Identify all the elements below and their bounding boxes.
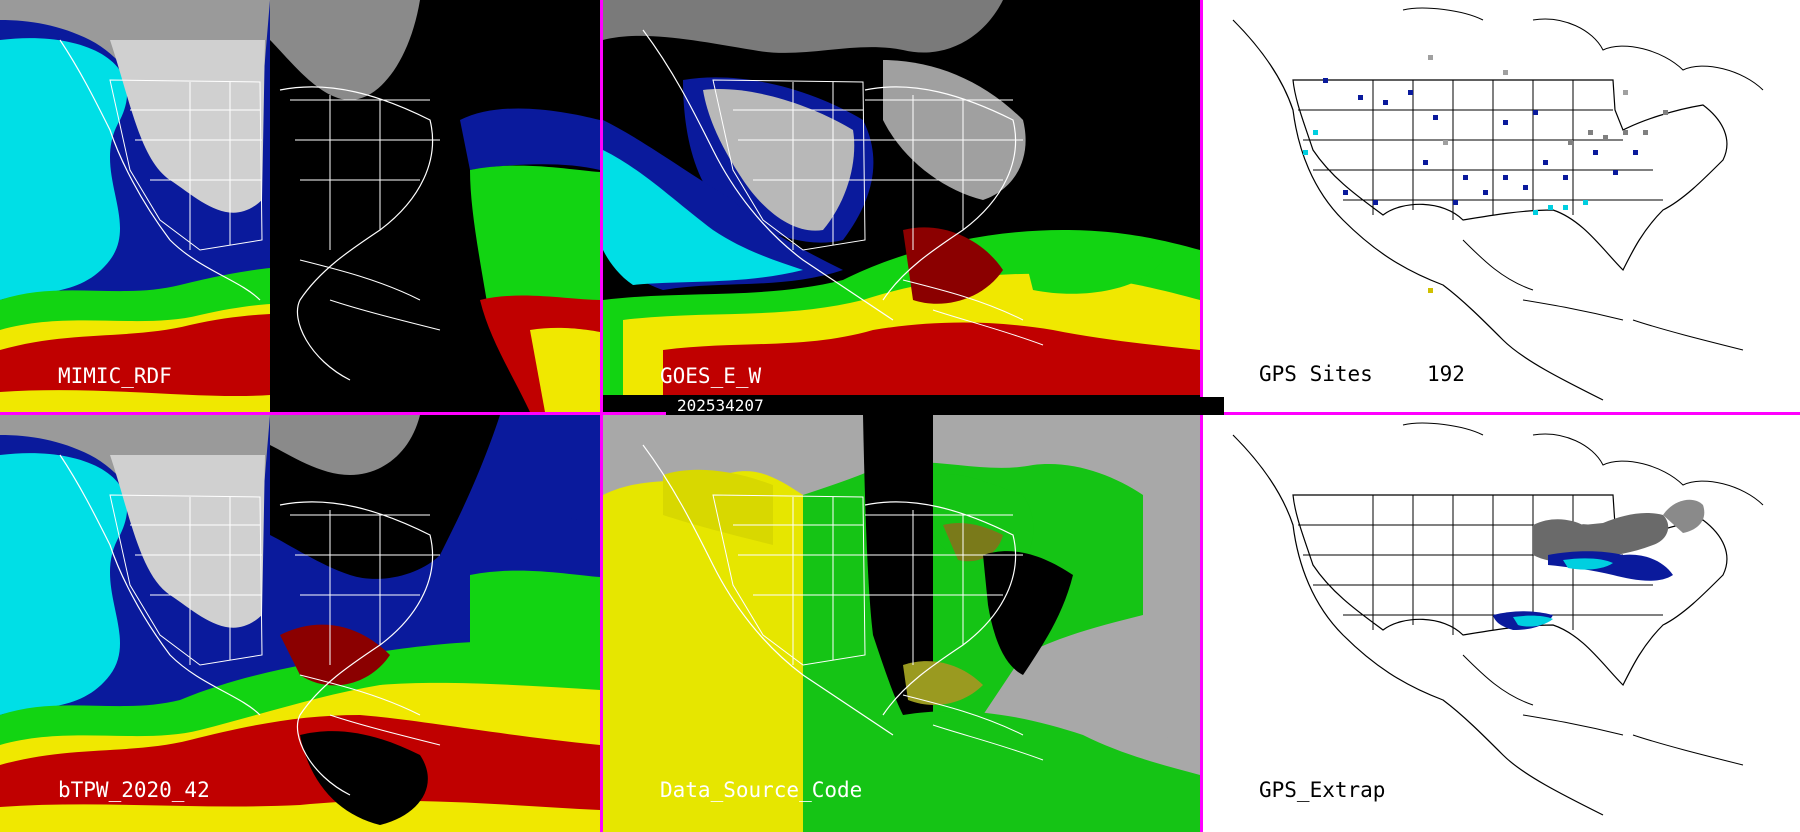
goes-e-w-map: [603, 0, 1200, 412]
gps-sites-map-panel[interactable]: GPS Sites 192: [1203, 0, 1800, 412]
gps-sites-map: [1203, 0, 1800, 412]
gps-extrap-map: [1203, 415, 1800, 832]
gps-extrap-label: GPS_Extrap: [1259, 778, 1386, 802]
data-source-code-label: Data_Source_Code: [660, 778, 863, 802]
mimic-rdf-map: [0, 0, 600, 412]
mimic-rdf-label: MIMIC_RDF: [58, 364, 172, 388]
vertical-divider-left: [600, 0, 603, 832]
timestamp-bar: 202534207: [666, 397, 1224, 415]
gps-site-markers: [1303, 55, 1668, 293]
btpw-map: [0, 415, 600, 832]
vertical-divider-right: [1200, 0, 1203, 832]
goes-e-w-label: GOES_E_W: [660, 364, 762, 388]
gps-sites-count: 192: [1427, 362, 1465, 386]
data-source-code-map: [603, 415, 1200, 832]
gps-sites-label: GPS Sites: [1259, 362, 1373, 386]
goes-e-w-map-panel[interactable]: GOES_E_W: [603, 0, 1200, 412]
btpw-map-panel[interactable]: bTPW_2020_42: [0, 415, 600, 832]
gps-extrap-map-panel[interactable]: GPS_Extrap: [1203, 415, 1800, 832]
data-source-code-map-panel[interactable]: Data_Source_Code: [603, 415, 1200, 832]
mimic-rdf-map-panel[interactable]: MIMIC_RDF: [0, 0, 600, 412]
btpw-label: bTPW_2020_42: [58, 778, 210, 802]
